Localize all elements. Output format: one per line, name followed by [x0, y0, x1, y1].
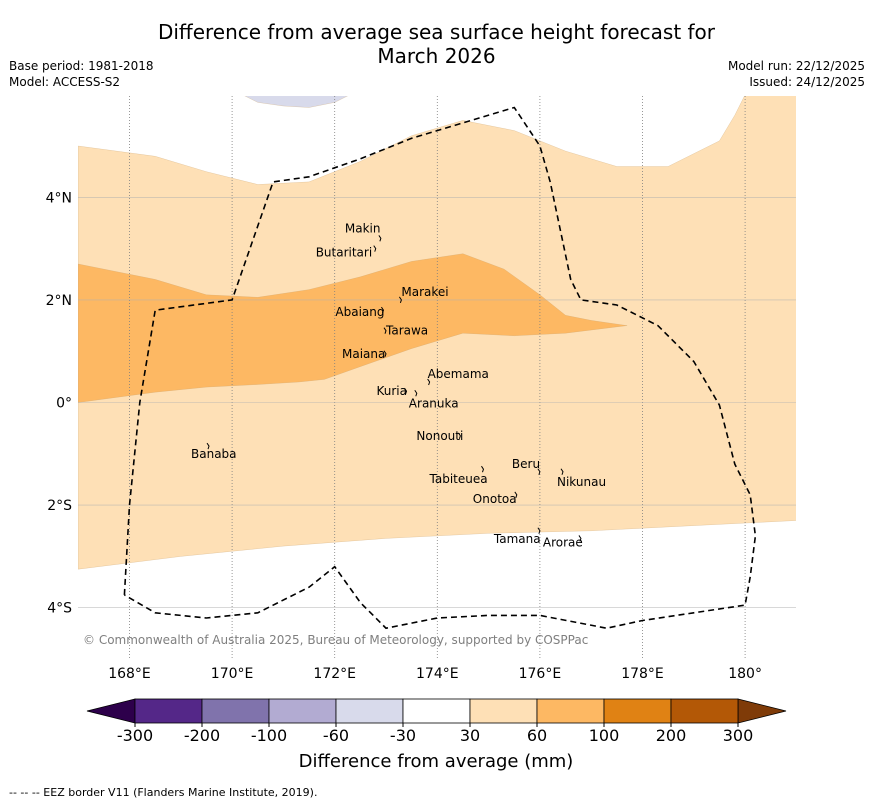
island-label-onotoa: Onotoa: [473, 492, 517, 506]
colorbar-level-label: 300: [723, 726, 754, 745]
island-outline: [381, 306, 384, 314]
model-name: Model: ACCESS-S2: [9, 75, 121, 89]
island-label-abemama: Abemama: [428, 367, 489, 381]
island-label-nonouti: Nonouti: [416, 429, 463, 443]
copyright-text: © Commonwealth of Australia 2025, Bureau…: [83, 633, 588, 647]
map-plot-area: [78, 96, 796, 660]
colorbar-bin-8: [670, 698, 739, 724]
island-outline: [383, 350, 387, 357]
island-outline: [537, 468, 541, 475]
colorbar-level-label: -60: [323, 726, 349, 745]
island-label-maiana: Maiana: [342, 347, 385, 361]
island-label-arorae: Arorae: [543, 535, 583, 549]
lon-tick-label: 180°: [728, 666, 762, 682]
colorbar-level-label: 60: [527, 726, 547, 745]
axis-ticks: 168°E 170°E 172°E 174°E 176°E 178°E 180° 4°N 2°N…: [46, 190, 762, 682]
island-label-tarawa: Tarawa: [385, 324, 428, 338]
island-label-makin: Makin: [345, 221, 381, 235]
lat-tick-label: 4°S: [47, 601, 72, 617]
run-info: Model run: 22/12/2025 Issued: 24/12/2025: [728, 58, 865, 90]
island-outline: [404, 387, 408, 395]
island-outline: [398, 296, 402, 304]
colorbar-level-label: -30: [390, 726, 416, 745]
colorbar-level-label: -100: [251, 726, 287, 745]
colorbar-bin-4: [402, 698, 471, 724]
island-outline: [378, 235, 382, 242]
island-outline: [514, 491, 518, 498]
island-outline: [414, 389, 418, 397]
island-outline: [373, 245, 377, 252]
island-label-abaiang: Abaiang: [335, 305, 384, 319]
colorbar-extend-high: [737, 698, 787, 724]
colorbar-title: Difference from average (mm): [299, 751, 574, 772]
issued-date: Issued: 24/12/2025: [749, 75, 865, 89]
colorbar-level-label: 200: [656, 726, 687, 745]
colorbar-bin-2: [268, 698, 337, 724]
island-outline: [383, 327, 387, 334]
lon-tick-label: 174°E: [416, 666, 459, 682]
island-outline: [457, 432, 461, 440]
island-outline: [537, 527, 541, 534]
lon-tick-label: 178°E: [621, 666, 664, 682]
model-run-date: Model run: 22/12/2025: [727, 59, 865, 73]
island-label-aranuka: Aranuka: [409, 396, 459, 410]
colorbar-level-label: -300: [117, 726, 153, 745]
island-label-tamana: Tamana: [493, 532, 541, 546]
colorbar-bin-6: [536, 698, 605, 724]
contour-region-2: [244, 96, 348, 108]
model-info: Base period: 1981-2018 Model: ACCESS-S2: [9, 58, 154, 90]
colorbar-level-label: 100: [589, 726, 620, 745]
island-label-nikunau: Nikunau: [557, 475, 606, 489]
island-outline: [427, 378, 431, 386]
colorbar-level-label: 30: [460, 726, 480, 745]
eez-footnote: -- -- -- EEZ border V11 (Flanders Marine…: [9, 786, 318, 799]
colorbar-extend-low: [86, 698, 136, 724]
lat-tick-label: 4°N: [46, 190, 72, 206]
island-label-butaritari: Butaritari: [316, 246, 373, 260]
map-title: Difference from average sea surface heig…: [0, 20, 873, 68]
lon-tick-label: 172°E: [313, 666, 356, 682]
island-label-tabiteuea: Tabiteuea: [429, 472, 488, 486]
island-outline: [481, 465, 485, 473]
lon-tick-label: 170°E: [211, 666, 254, 682]
colorbar-bin-7: [603, 698, 672, 724]
colorbar: -300 -200 -100 -60 -30 30 60 100 200 300: [86, 698, 787, 745]
colorbar-level-label: -200: [184, 726, 220, 745]
colorbar-bin-3: [335, 698, 404, 724]
colorbar-bin-0: [134, 698, 203, 724]
island-label-marakei: Marakei: [401, 285, 448, 299]
base-period: Base period: 1981-2018: [9, 59, 154, 73]
island-labels: Makin Butaritari Marakei AbaiangTarawaMaian…: [191, 221, 606, 549]
island-label-beru: Beru: [512, 457, 540, 471]
title-line-1: Difference from average sea surface heig…: [157, 20, 716, 44]
contour-region-1: [78, 253, 628, 403]
island-outline: [578, 535, 582, 542]
colorbar-bin-1: [201, 698, 270, 724]
lon-tick-label: 168°E: [108, 666, 151, 682]
lon-tick-label: 176°E: [519, 666, 562, 682]
eez-border-line: [123, 106, 757, 630]
lat-tick-label: 2°N: [46, 293, 72, 309]
island-label-kuria: Kuria: [377, 384, 408, 398]
title-line-2: March 2026: [377, 44, 496, 68]
island-outline: [560, 468, 564, 475]
lat-tick-label: 0°: [56, 396, 72, 412]
island-label-banaba: Banaba: [191, 447, 237, 461]
island-outline: [206, 442, 210, 450]
lat-tick-label: 2°S: [47, 498, 72, 514]
colorbar-bin-5: [469, 698, 538, 724]
